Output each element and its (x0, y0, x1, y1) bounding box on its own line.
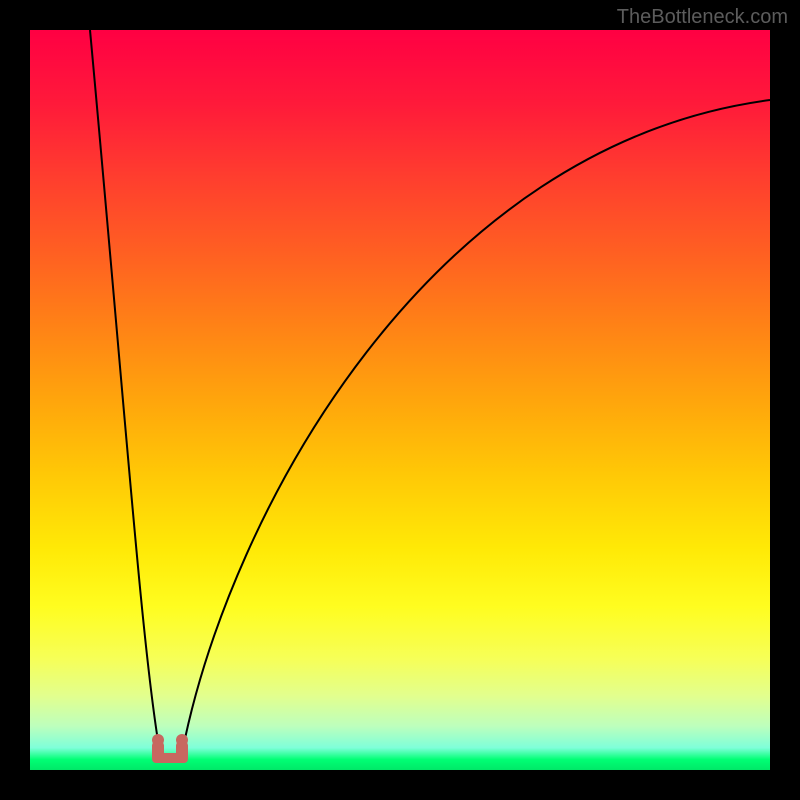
watermark-text: TheBottleneck.com (617, 6, 788, 29)
bottleneck-curve-chart (30, 30, 770, 770)
chart-background (30, 30, 770, 770)
chart-frame: TheBottleneck.com (0, 0, 800, 800)
plot-area (30, 30, 770, 770)
